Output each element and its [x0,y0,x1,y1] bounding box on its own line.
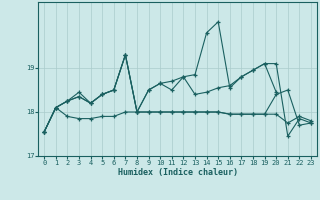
X-axis label: Humidex (Indice chaleur): Humidex (Indice chaleur) [118,168,238,177]
